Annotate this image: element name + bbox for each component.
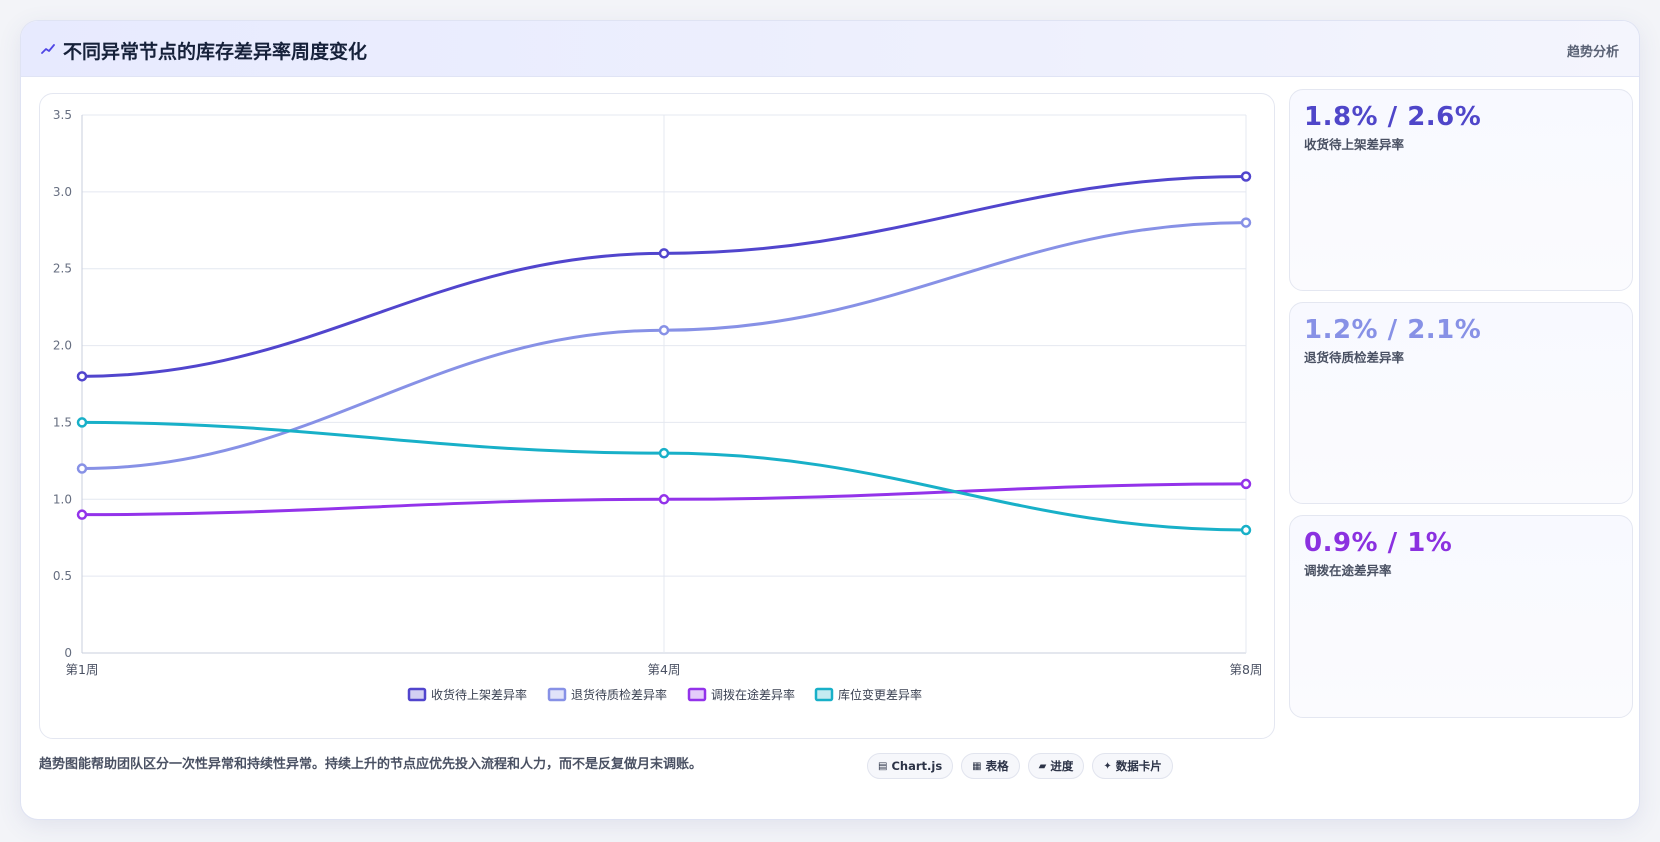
data-point [658,494,670,505]
stat-label: 收货待上架差异率 [1304,137,1405,152]
table-icon: ▦ [972,760,982,772]
data-point [1240,478,1252,490]
x-tick-label: 第1周 [66,662,99,677]
data-point [76,371,88,382]
legend-swatch [407,687,427,702]
y-tick-label: 2.5 [53,262,72,276]
data-point [658,324,670,336]
sparkle-icon: ✦ [1103,760,1112,772]
stat-value: 1.8% / 2.6% [1304,102,1482,132]
data-point [1240,171,1252,182]
data-point [76,417,88,428]
chip-data-cards[interactable]: ✦ 数据卡片 [1092,753,1173,779]
chip-chartjs[interactable]: ▤ Chart.js [867,753,954,779]
data-point [76,509,88,520]
x-tick-label: 第4周 [648,662,681,677]
chip-label: Chart.js [891,759,943,773]
chip-label: 数据卡片 [1115,759,1162,773]
x-tick-label: 第8周 [1230,662,1263,677]
chip-table[interactable]: ▦ 表格 [961,753,1020,779]
y-tick-label: 0 [64,646,72,660]
dashboard-card: 不同异常节点的库存差异率周度变化 趋势分析 0 0.5 1.0 1.5 2.0 2.5 3.… [20,20,1640,820]
stat-card-returns: 1.2% / 2.1% 退货待质检差异率 [1289,302,1633,504]
chart-icon: ▤ [878,760,888,772]
legend-swatch [687,687,707,702]
data-point [76,463,88,474]
y-tick-label: 1.5 [53,415,72,429]
footer-note: 趋势图能帮助团队区分一次性异常和持续性异常。持续上升的节点应优先投入流程和人力，… [39,757,703,772]
legend-swatch [814,687,834,702]
y-tick-label: 2.0 [53,339,72,353]
trend-line-icon [41,44,55,54]
stat-card-receiving: 1.8% / 2.6% 收货待上架差异率 [1289,89,1633,291]
card-header: 不同异常节点的库存差异率周度变化 趋势分析 [21,21,1639,77]
feature-chips: ▤ Chart.js ▦ 表格 ▰ 进度 ✦ 数据卡片 [867,753,1173,779]
legend-label: 库位变更差异率 [838,687,922,702]
legend-label: 退货待质检差异率 [571,687,667,702]
stat-label: 退货待质检差异率 [1304,350,1405,365]
chip-label: 表格 [985,759,1009,773]
stat-value: 1.2% / 2.1% [1304,315,1482,345]
legend-label: 调拨在途差异率 [711,687,795,702]
chip-progress[interactable]: ▰ 进度 [1027,753,1085,779]
data-point [1240,524,1252,536]
legend-swatch [547,687,567,702]
y-tick-label: 3.0 [53,185,72,199]
data-point [1240,217,1252,228]
card-title: 不同异常节点的库存差异率周度变化 [63,41,368,63]
data-point [658,248,670,259]
data-point [658,447,670,459]
stat-label: 调拨在途差异率 [1304,563,1392,578]
trend-analysis-label: 趋势分析 [1566,45,1619,60]
legend-label: 收货待上架差异率 [431,687,527,702]
y-tick-label: 3.5 [53,108,72,122]
y-tick-label: 0.5 [53,569,72,583]
chart-panel: 0 0.5 1.0 1.5 2.0 2.5 3.0 3.5 第1周 第4周 第8周收货待上架差异率 退… [39,93,1275,739]
progress-icon: ▰ [1038,760,1047,772]
stat-value: 0.9% / 1% [1304,528,1453,558]
y-tick-label: 1.0 [53,492,72,506]
stat-card-transfer: 0.9% / 1% 调拨在途差异率 [1289,515,1633,718]
chip-label: 进度 [1050,759,1074,773]
